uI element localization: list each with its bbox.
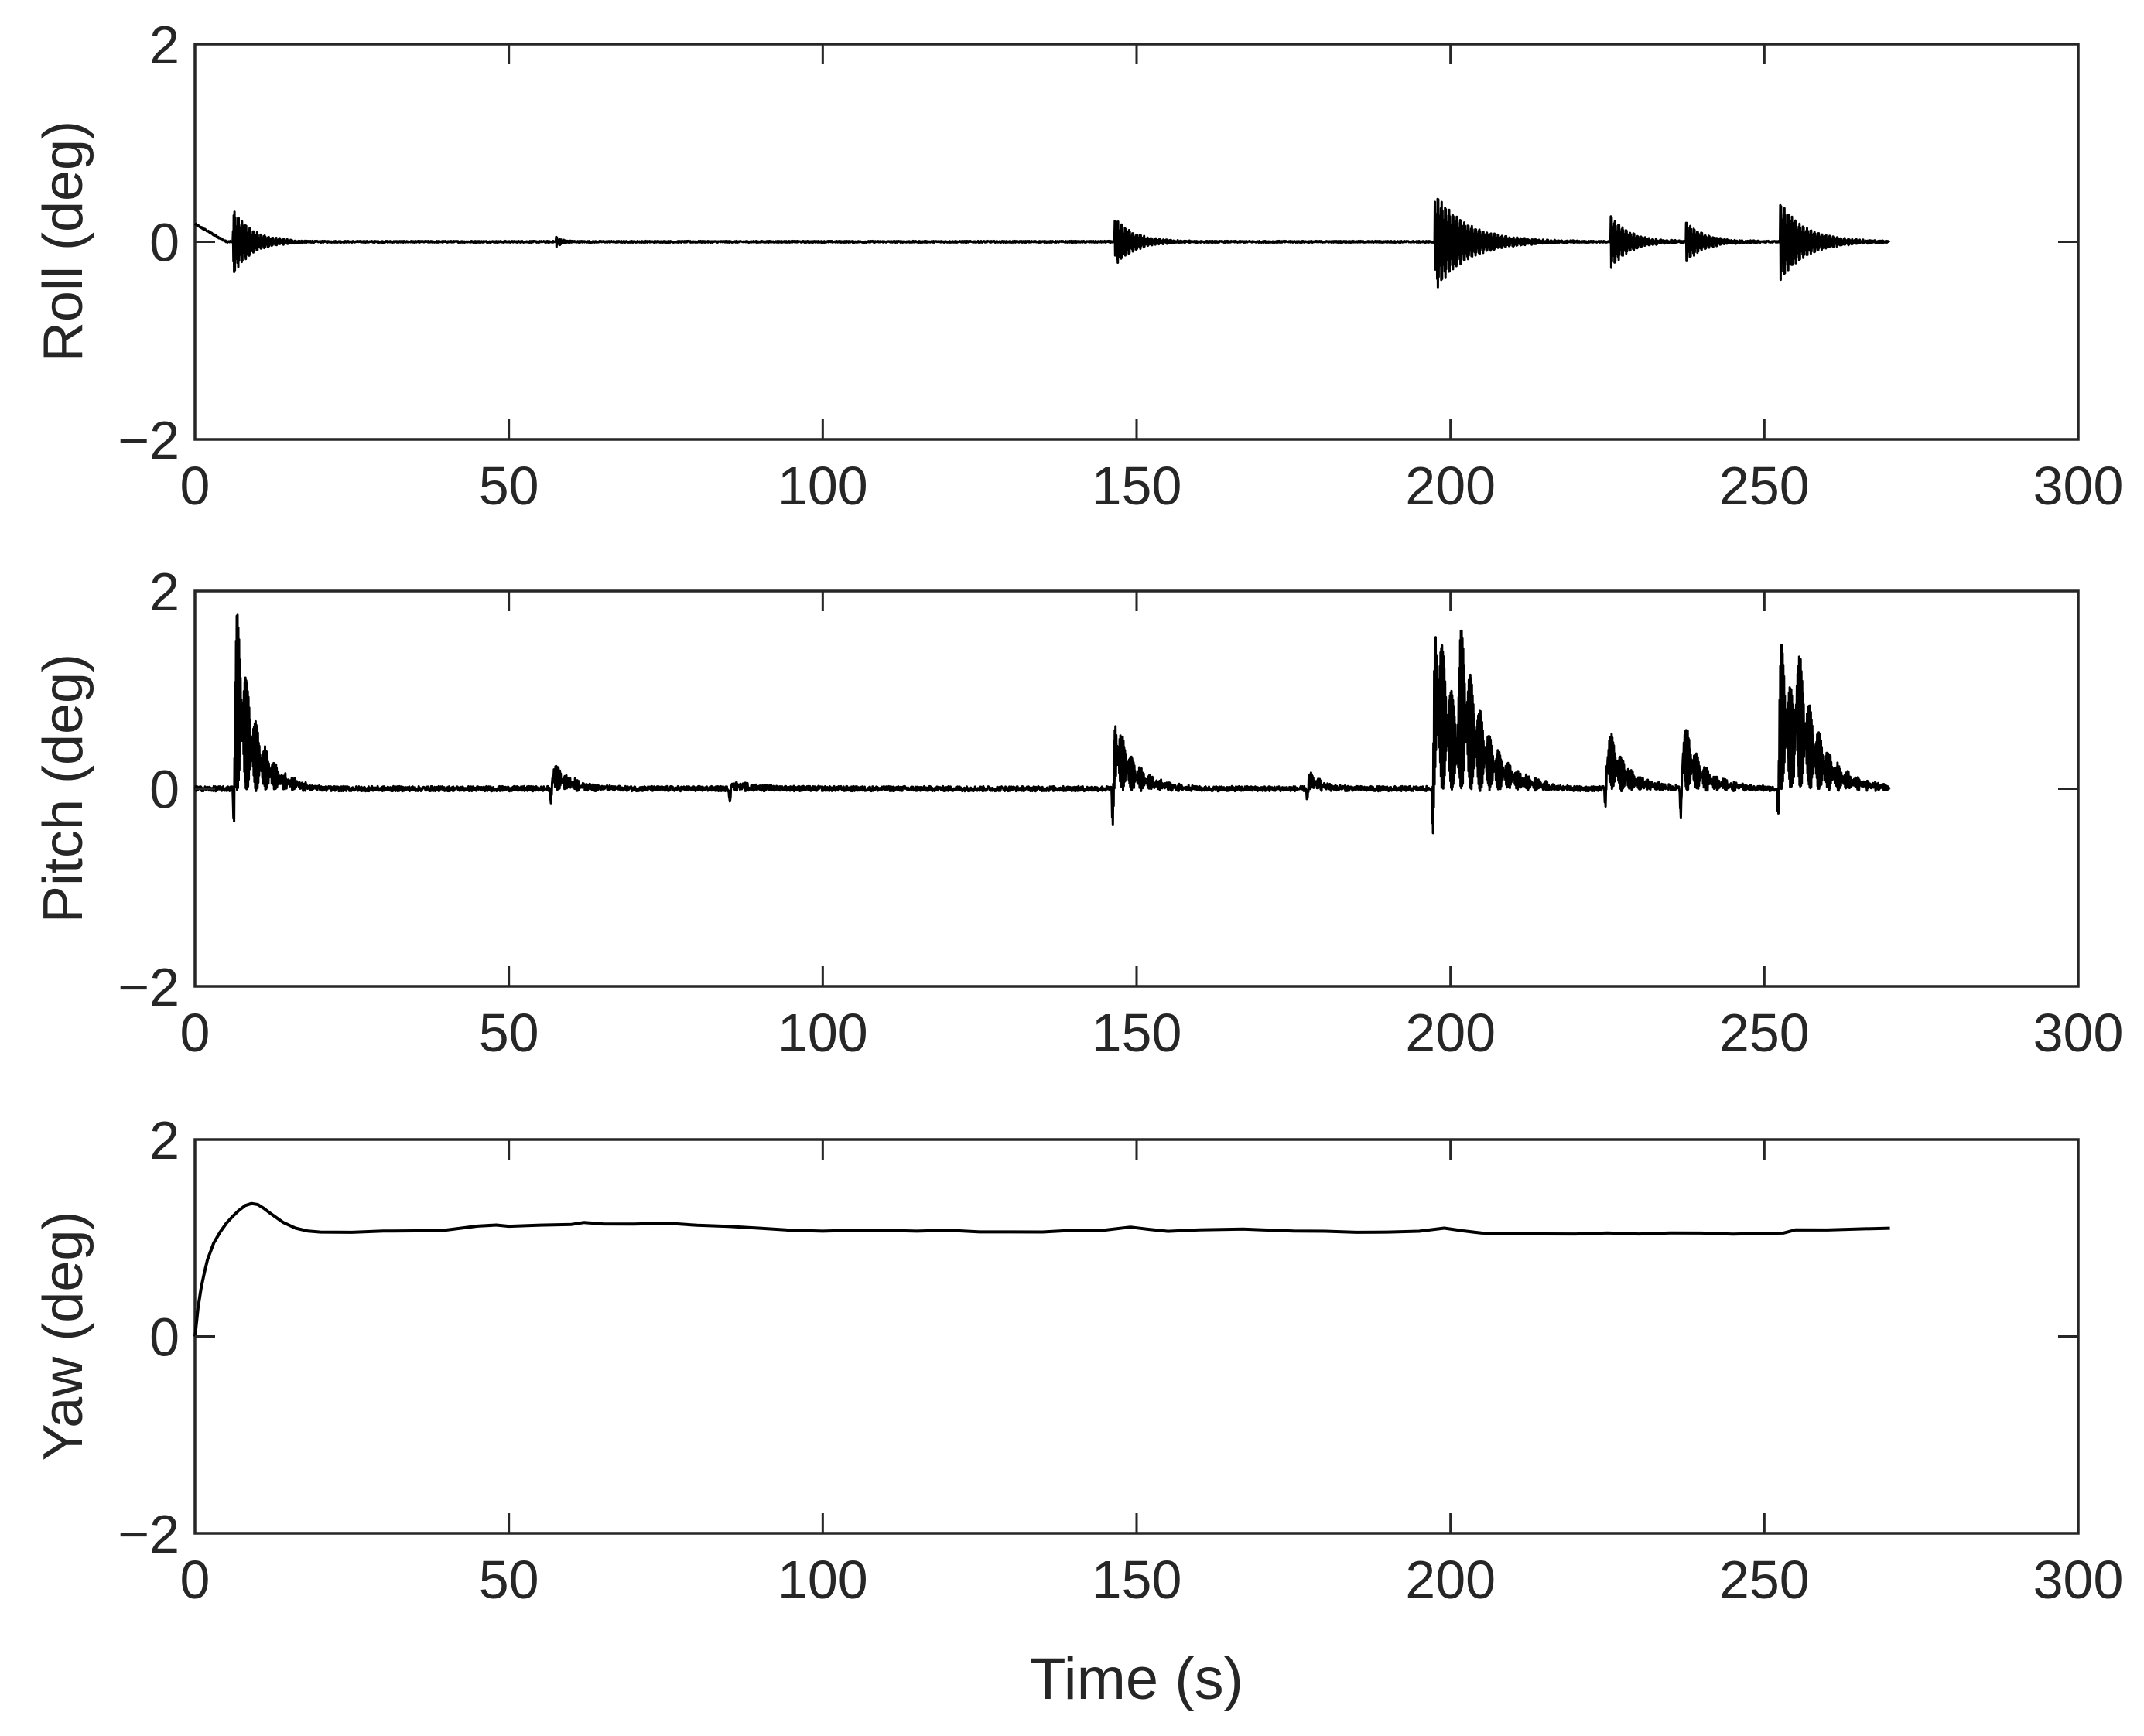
yaw-x-tick-label: 300 [2033, 1550, 2124, 1610]
roll-x-tick-label: 50 [479, 456, 539, 516]
yaw-traces [193, 1201, 1890, 1337]
yaw-y-tick-label: 0 [149, 1307, 180, 1368]
roll-x-tick-label: 0 [180, 456, 210, 516]
pitch-x-tick-label: 250 [1719, 1003, 1810, 1063]
roll-x-tick-label: 200 [1405, 456, 1496, 516]
pitch-x-tick-label: 150 [1092, 1003, 1182, 1063]
roll-x-tick-label: 100 [778, 456, 868, 516]
yaw-x-tick-label: 250 [1719, 1550, 1810, 1610]
pitch-x-tick-label: 200 [1405, 1003, 1496, 1063]
yaw-y-axis-label: Yaw (deg) [32, 1211, 94, 1461]
roll-ticks: 0 50 100 150 200 250 300−202 [118, 15, 2123, 516]
pitch-panel: 0 50 100 150 200 250 300−202 Pitch (deg) [32, 562, 2123, 1063]
roll-panel: 0 50 100 150 200 250 300−202 Roll (deg) [32, 15, 2123, 516]
roll-x-tick-label: 150 [1092, 456, 1182, 516]
yaw-x-tick-label: 100 [778, 1550, 868, 1610]
pitch-x-tick-label: 300 [2033, 1003, 2124, 1063]
yaw-y-tick-label: 2 [149, 1110, 180, 1170]
pitch-x-tick-label: 50 [479, 1003, 539, 1063]
pitch-traces [193, 613, 1891, 835]
roll-y-tick-label: 2 [149, 15, 180, 75]
yaw-y-tick-label: −2 [118, 1504, 180, 1564]
roll-y-tick-label: −2 [118, 410, 180, 470]
roll-x-tick-label: 300 [2033, 456, 2124, 516]
x-axis-label: Time (s) [1030, 1646, 1243, 1712]
pitch-y-axis-label: Pitch (deg) [32, 654, 94, 923]
roll-y-axis-label: Roll (deg) [32, 121, 94, 362]
pitch-y-tick-label: 2 [149, 562, 180, 622]
roll-traces [193, 197, 1891, 289]
pitch-series-line [193, 613, 1891, 835]
yaw-panel: 0 50 100 150 200 250 300−202 Yaw (deg) Time (s… [32, 1110, 2123, 1712]
pitch-y-tick-label: −2 [118, 957, 180, 1017]
yaw-ticks: 0 50 100 150 200 250 300−202 [118, 1110, 2123, 1610]
yaw-x-tick-label: 50 [479, 1550, 539, 1610]
yaw-x-tick-label: 0 [180, 1550, 210, 1610]
pitch-x-tick-label: 0 [180, 1003, 210, 1063]
pitch-ticks: 0 50 100 150 200 250 300−202 [118, 562, 2123, 1063]
pitch-x-tick-label: 100 [778, 1003, 868, 1063]
roll-series-line [193, 197, 1891, 289]
yaw-x-tick-label: 150 [1092, 1550, 1182, 1610]
roll-y-tick-label: 0 [149, 213, 180, 273]
roll-x-tick-label: 250 [1719, 456, 1810, 516]
yaw-series-line [193, 1201, 1890, 1337]
pitch-y-tick-label: 0 [149, 760, 180, 820]
yaw-x-tick-label: 200 [1405, 1550, 1496, 1610]
